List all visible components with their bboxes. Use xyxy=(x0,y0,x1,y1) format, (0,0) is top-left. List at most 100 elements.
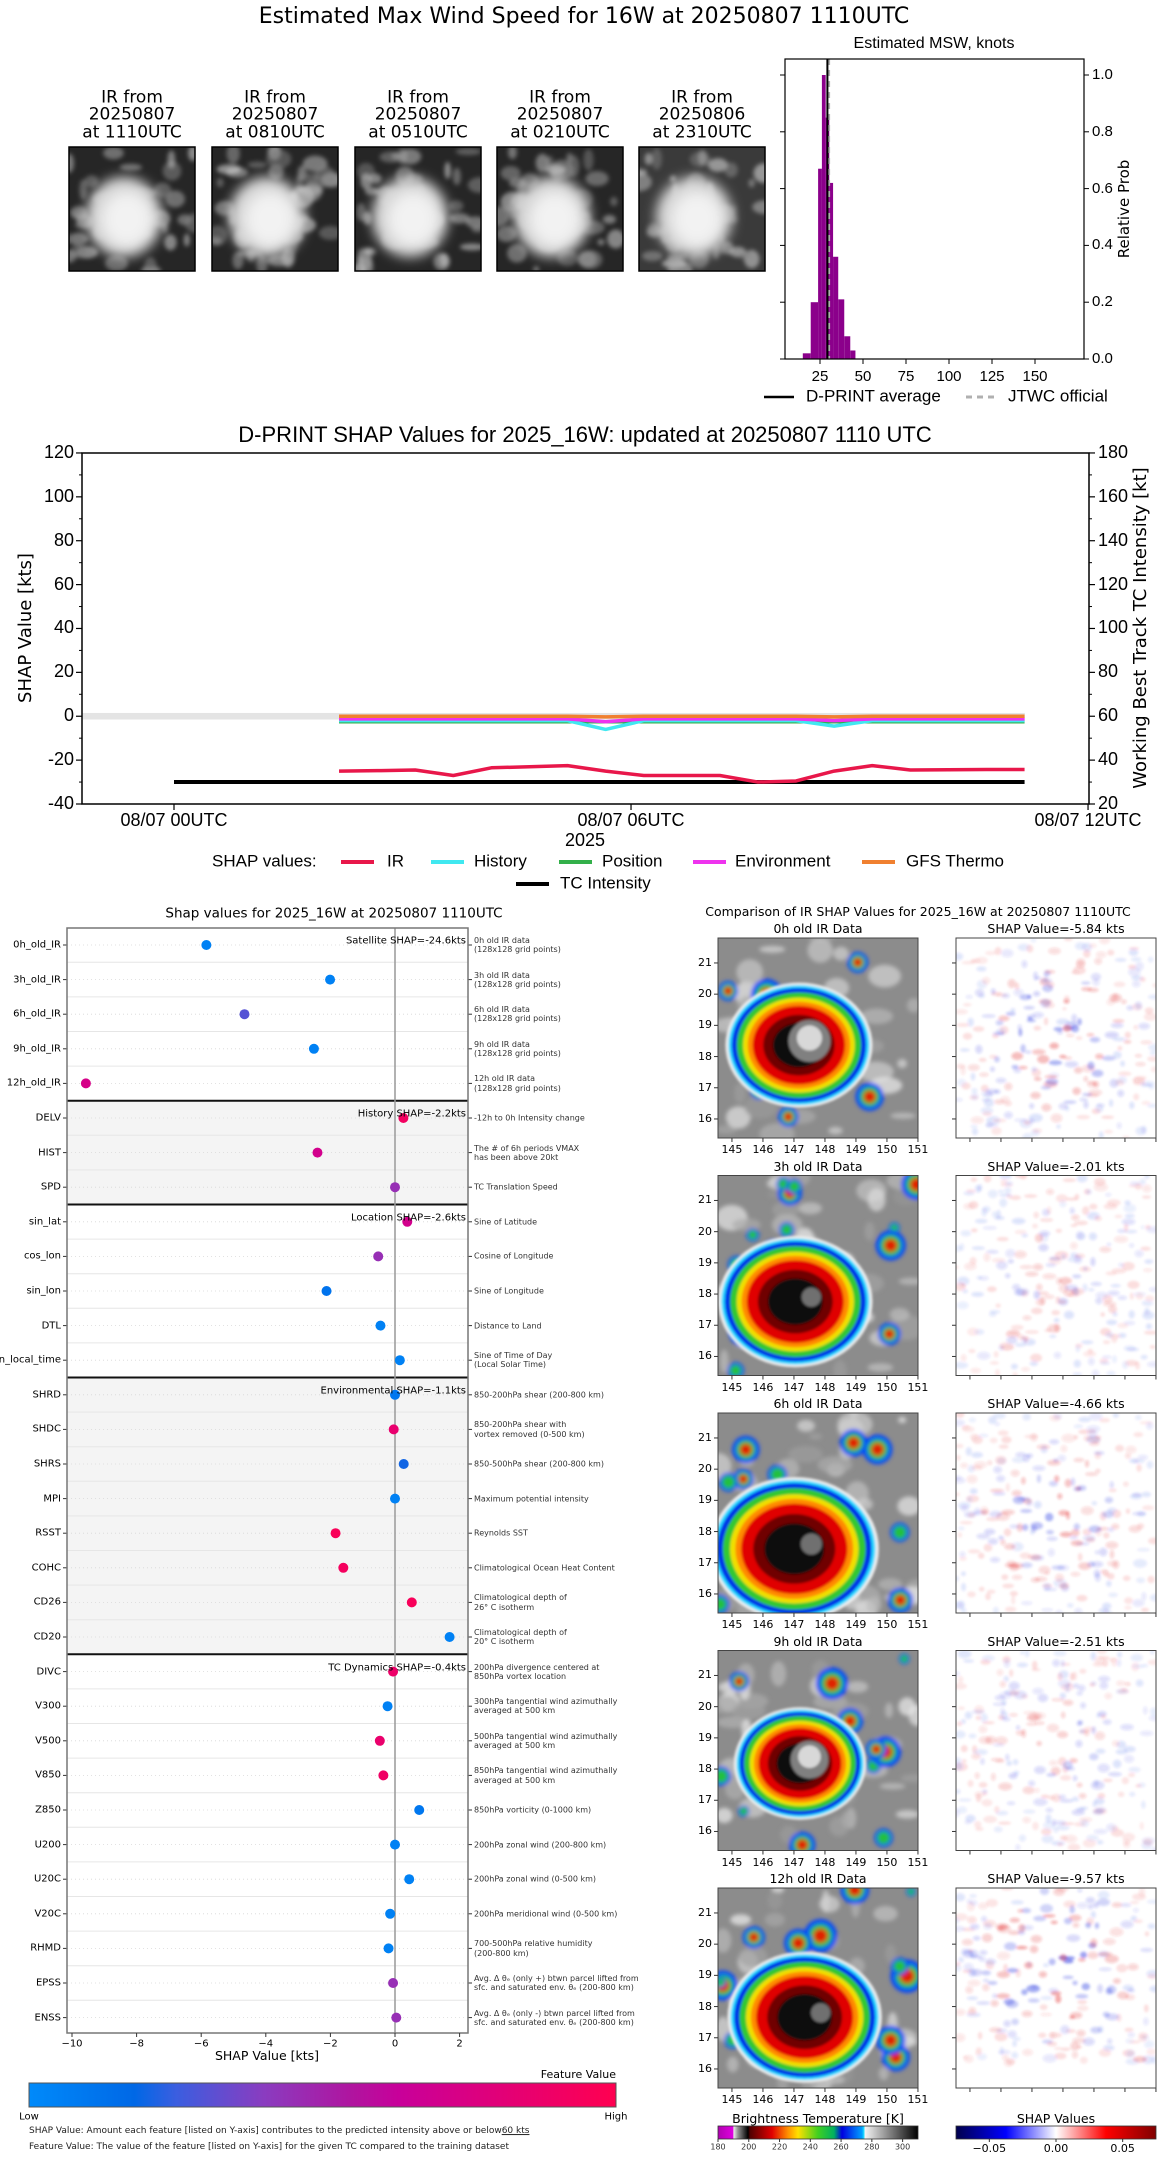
cloud xyxy=(184,213,195,233)
ir-panel-frame xyxy=(717,1412,919,1614)
shap-blob xyxy=(1059,1277,1072,1285)
shap-blob xyxy=(1031,1068,1042,1078)
series-line-environment xyxy=(339,717,1025,724)
shap-blob xyxy=(983,1252,991,1262)
lat-tick-label: 16 xyxy=(698,1349,712,1363)
shap-blob xyxy=(1004,1082,1013,1091)
shap-blob xyxy=(1112,1560,1120,1569)
shap-blob xyxy=(1133,1459,1145,1464)
shap-blob xyxy=(1032,1223,1039,1229)
ir-cloud xyxy=(759,1123,795,1138)
shap-blob xyxy=(1026,944,1034,953)
cloud xyxy=(212,236,222,246)
shap-blob xyxy=(1083,1350,1097,1357)
shap-blob xyxy=(956,1009,968,1015)
shap-blob xyxy=(956,1443,964,1449)
feature-label: Z850 xyxy=(35,1804,61,1816)
ir-cloud xyxy=(759,945,786,953)
note-shap-definition: SHAP Value: Amount each feature [listed … xyxy=(29,2126,502,2137)
cloud xyxy=(610,196,618,207)
shap-blob xyxy=(1089,1441,1100,1446)
shap-blob xyxy=(967,1017,974,1027)
shap-blob xyxy=(956,1413,965,1419)
shap-blob xyxy=(1094,1550,1100,1555)
shap-blob xyxy=(1102,1602,1112,1610)
ir-cloud xyxy=(833,946,849,961)
legend-label: History xyxy=(474,851,527,871)
storm-core xyxy=(86,177,162,257)
shap-blob xyxy=(1063,1310,1075,1320)
shap-blob xyxy=(1001,993,1010,999)
shap-blob xyxy=(961,1082,971,1090)
shap-blob xyxy=(1122,1575,1131,1582)
shap-blob xyxy=(1104,1031,1119,1039)
shap-panel-frame xyxy=(955,1412,1157,1614)
shap-blob xyxy=(962,1289,968,1294)
cloud xyxy=(497,225,517,242)
lon-tick-label: 150 xyxy=(876,1617,898,1631)
cloud xyxy=(708,158,728,172)
shap-blob xyxy=(978,1057,987,1062)
shap-blob xyxy=(1083,1076,1088,1082)
feature-label: EPSS xyxy=(35,1977,61,1989)
shap-blob xyxy=(1083,1534,1096,1542)
cloud xyxy=(167,150,176,169)
shap-blob xyxy=(1059,1054,1067,1059)
shap-blob xyxy=(1079,1097,1088,1102)
shap-blob xyxy=(1062,1024,1072,1032)
shap-blob xyxy=(1075,1231,1084,1240)
lat-tick-label: 21 xyxy=(698,1193,712,1207)
shap-blob xyxy=(999,1198,1008,1208)
cloud xyxy=(226,147,240,164)
shap-blob xyxy=(985,1088,999,1095)
shap-colorbar-tick-label: 0.00 xyxy=(1043,2141,1069,2155)
shap-blob xyxy=(1152,983,1156,988)
shap-blob xyxy=(962,1002,972,1007)
ir-cell-green xyxy=(748,1230,758,1240)
shap-blob xyxy=(1082,1283,1088,1292)
ir-cloud xyxy=(860,1008,894,1025)
shap-blob xyxy=(1105,1271,1118,1276)
lat-tick-label: 19 xyxy=(698,1968,712,1982)
shap-blob xyxy=(974,1507,981,1516)
feature-shap-dot xyxy=(321,1286,332,1296)
lon-tick-label: 150 xyxy=(876,1855,898,1869)
shap-blob xyxy=(1042,1273,1057,1280)
shap-blob xyxy=(995,1456,1007,1465)
timeseries-y2label: Working Best Track TC Intensity [kt] xyxy=(1130,467,1152,789)
shap-blob xyxy=(995,1368,1000,1376)
ir-cloud xyxy=(719,1349,729,1374)
shap-blob xyxy=(1021,1476,1026,1485)
shap-blob xyxy=(966,1475,978,1484)
shap-blob xyxy=(1129,1493,1143,1500)
shap-blob xyxy=(1059,1200,1067,1208)
feature-description: 850hPa tangential wind azimuthally avera… xyxy=(474,1766,618,1785)
lat-tick-label: 17 xyxy=(698,1080,712,1094)
shap-blob xyxy=(1135,1292,1144,1300)
thumbnail-frame xyxy=(211,146,339,272)
y-tick-label: 0.2 xyxy=(1092,292,1113,310)
shap-blob xyxy=(1117,1076,1127,1084)
cloud xyxy=(753,163,765,183)
feature-shap-dot xyxy=(385,1908,396,1919)
shap-blob xyxy=(1019,1552,1031,1559)
legend-label-tc-intensity: TC Intensity xyxy=(560,873,651,893)
shap-blob xyxy=(1116,1122,1122,1129)
feature-shap-dot xyxy=(398,1113,409,1123)
shap-blob xyxy=(1045,1512,1054,1522)
ir-cloud xyxy=(788,1445,823,1463)
shap-blob xyxy=(960,1066,966,1076)
shap-blob xyxy=(1040,1445,1048,1454)
ir-cloud xyxy=(866,1596,882,1613)
shap-blob xyxy=(1021,1336,1030,1341)
shap-blob xyxy=(996,1236,1009,1242)
feature-description: 200hPa zonal wind (200-800 km) xyxy=(474,1840,607,1849)
shap-blob xyxy=(987,1189,998,1199)
histogram-bar xyxy=(844,336,851,359)
shap-blob xyxy=(1041,1608,1054,1612)
note-shap-threshold: 60 kts xyxy=(501,2126,530,2137)
shap-blob xyxy=(1064,1056,1072,1060)
shap-panel-title: SHAP Value=-9.57 kts xyxy=(987,1871,1125,1887)
shap-blob xyxy=(959,1556,967,1562)
shap-blob xyxy=(991,1126,1002,1136)
